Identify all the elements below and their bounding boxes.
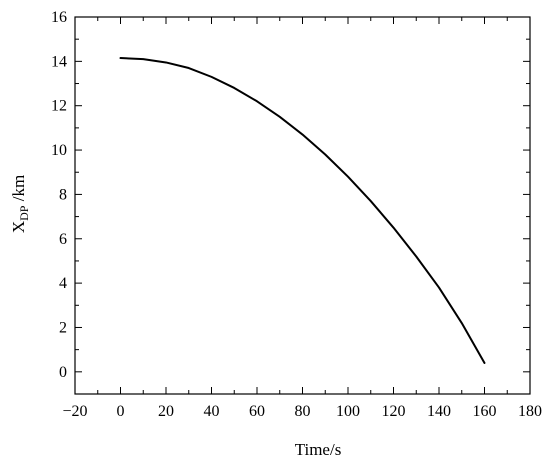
x-tick-label: 80 [295, 403, 311, 420]
x-tick-label: 0 [117, 403, 125, 420]
y-tick-label: 2 [59, 319, 67, 336]
y-tick-label: 4 [59, 275, 67, 292]
series-line-0 [119, 57, 486, 364]
y-tick-label: 6 [59, 231, 67, 248]
x-tick-label: 140 [427, 403, 451, 420]
y-axis-title-main: X [9, 221, 28, 233]
x-tick-label: 60 [249, 403, 265, 420]
x-tick-label: 120 [382, 403, 406, 420]
y-axis-title-unit: /km [9, 175, 28, 206]
y-tick-label: 10 [51, 142, 67, 159]
x-tick-label: 160 [473, 403, 497, 420]
x-axis-title: Time/s [295, 440, 342, 459]
x-tick-label: 180 [518, 403, 542, 420]
x-tick-label: 100 [336, 403, 360, 420]
y-tick-label: 14 [51, 53, 67, 70]
y-tick-label: 8 [59, 186, 67, 203]
x-tick-label: 20 [158, 403, 174, 420]
y-tick-label: 16 [51, 9, 67, 26]
y-axis-title-subscript: DP [17, 205, 31, 221]
x-tick-label: 40 [204, 403, 220, 420]
plot-frame [74, 16, 531, 395]
x-tick-label: −20 [62, 403, 87, 420]
y-tick-label: 12 [51, 98, 67, 115]
y-axis-title: XDP /km [9, 175, 31, 233]
y-tick-label: 0 [59, 364, 67, 381]
